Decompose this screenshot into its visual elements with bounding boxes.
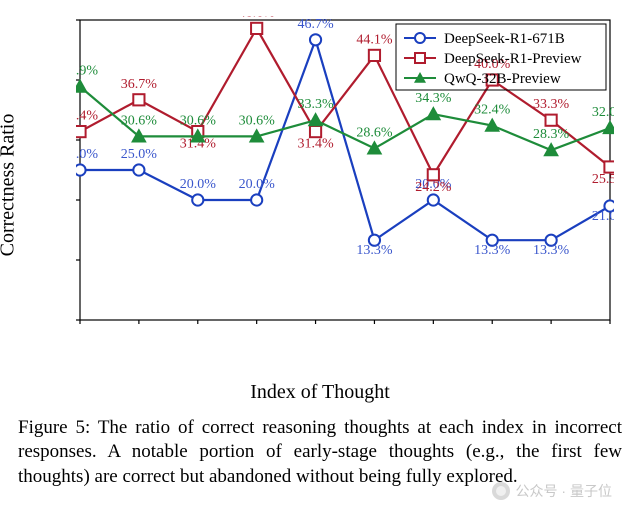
plot-area: 123456789≥100%10%20%30%40%50%25.0%25.0%2…	[76, 16, 614, 324]
marker-triangle	[426, 107, 440, 120]
wechat-icon	[492, 482, 510, 500]
caption-prefix: Figure 5:	[18, 417, 90, 438]
marker-circle	[76, 164, 86, 175]
figure-caption: Figure 5: The ratio of correct reasoning…	[18, 416, 622, 489]
point-label: 30.6%	[239, 113, 276, 128]
point-label: 30.6%	[121, 113, 157, 128]
marker-square	[428, 169, 439, 180]
legend-label: QwQ-32B-Preview	[444, 71, 561, 87]
legend-marker	[415, 33, 425, 43]
marker-square	[251, 23, 262, 34]
point-label: 28.3%	[533, 127, 570, 142]
point-label: 46.7%	[297, 17, 334, 32]
point-label: 30.6%	[180, 113, 217, 128]
point-label: 31.4%	[76, 109, 98, 124]
marker-circle	[310, 34, 321, 45]
legend-label: DeepSeek-R1-671B	[444, 31, 565, 47]
legend-label: DeepSeek-R1-Preview	[444, 51, 582, 67]
marker-circle	[133, 164, 144, 175]
marker-square	[604, 161, 614, 172]
y-axis-label: Correctness Ratio	[0, 114, 20, 257]
point-label: 33.3%	[533, 97, 570, 112]
chart-container: Correctness Ratio 123456789≥100%10%20%30…	[18, 10, 622, 360]
point-label: 44.1%	[356, 32, 393, 47]
point-label: 20.0%	[239, 177, 276, 192]
point-label: 28.6%	[356, 125, 393, 140]
point-label: 36.7%	[121, 77, 157, 92]
watermark-text: 公众号 · 量子位	[516, 481, 612, 501]
marker-triangle	[603, 121, 614, 134]
marker-circle	[251, 194, 262, 205]
point-label: 48.6%	[239, 16, 276, 20]
point-label: 32.0%	[592, 105, 614, 120]
marker-triangle	[309, 113, 323, 126]
point-label: 33.3%	[297, 97, 334, 112]
point-label: 38.9%	[76, 64, 98, 79]
chart-svg: 123456789≥100%10%20%30%40%50%25.0%25.0%2…	[76, 16, 614, 324]
marker-square	[133, 94, 144, 105]
point-label: 13.3%	[474, 243, 511, 258]
marker-square	[546, 115, 557, 126]
marker-circle	[428, 194, 439, 205]
point-label: 25.0%	[76, 147, 98, 162]
marker-square	[310, 126, 321, 137]
point-label: 21.0%	[592, 209, 614, 224]
point-label: 34.3%	[415, 91, 452, 106]
marker-triangle	[76, 80, 87, 93]
point-label: 24.2%	[415, 180, 452, 195]
marker-triangle	[367, 141, 381, 154]
marker-circle	[192, 194, 203, 205]
x-axis-label: Index of Thought	[250, 381, 390, 404]
point-label: 25.5%	[592, 172, 614, 187]
legend-marker	[415, 53, 425, 63]
point-label: 31.4%	[297, 137, 334, 152]
page: Correctness Ratio 123456789≥100%10%20%30…	[0, 0, 640, 521]
watermark: 公众号 · 量子位	[492, 481, 612, 501]
point-label: 25.0%	[121, 147, 157, 162]
point-label: 32.4%	[474, 103, 511, 118]
caption-text: The ratio of correct reasoning thoughts …	[18, 417, 622, 487]
point-label: 13.3%	[356, 243, 393, 258]
marker-square	[76, 126, 86, 137]
point-label: 13.3%	[533, 243, 570, 258]
series-line	[80, 40, 610, 240]
point-label: 20.0%	[180, 177, 217, 192]
marker-square	[369, 50, 380, 61]
